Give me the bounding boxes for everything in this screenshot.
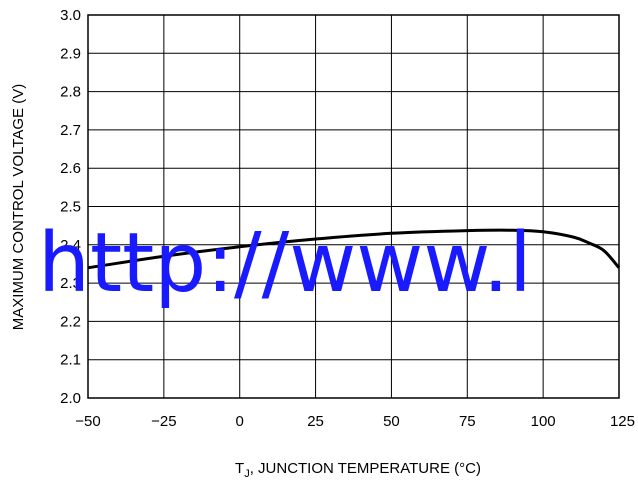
x-tick-label: 0 [236, 413, 244, 430]
y-tick-label: 2.9 [60, 45, 81, 62]
x-axis-title-rest: , JUNCTION TEMPERATURE (°C) [250, 460, 481, 477]
x-tick-label: 75 [459, 413, 476, 430]
y-tick-label: 2.4 [60, 237, 81, 254]
y-axis-title: MAXIMUM CONTROL VOLTAGE (V) [10, 84, 27, 330]
y-tick-label: 2.5 [60, 199, 81, 216]
x-tick-label: 100 [531, 413, 556, 430]
y-tick-label: 3.0 [60, 7, 81, 24]
y-tick-label: 2.7 [60, 122, 81, 139]
y-tick-label: 2.2 [60, 313, 81, 330]
x-axis-title: TJ, JUNCTION TEMPERATURE (°C) [235, 460, 481, 480]
y-tick-label: 2.8 [60, 84, 81, 101]
x-tick-label: 50 [383, 413, 400, 430]
x-axis-title-main: T [235, 460, 244, 477]
watermark-text: http://www.l [38, 216, 532, 311]
series-line [87, 228, 621, 270]
y-tick-label: 2.0 [60, 390, 81, 407]
y-tick-labels: 2.0 2.1 2.2 2.3 2.4 2.5 2.6 2.7 2.8 2.9 3.0 [60, 7, 81, 407]
y-tick-label: 2.3 [60, 275, 81, 292]
x-tick-label: −50 [75, 413, 100, 430]
x-tick-labels: −50 −25 0 25 50 75 100 125 [75, 413, 635, 430]
x-tick-label: −25 [151, 413, 176, 430]
x-tick-label: 25 [307, 413, 324, 430]
x-axis-title-subscript: J [244, 468, 250, 480]
grid [87, 14, 620, 399]
x-tick-label: 125 [610, 413, 635, 430]
y-tick-label: 2.6 [60, 160, 81, 177]
y-tick-label: 2.1 [60, 352, 81, 369]
plot-frame [87, 14, 620, 399]
